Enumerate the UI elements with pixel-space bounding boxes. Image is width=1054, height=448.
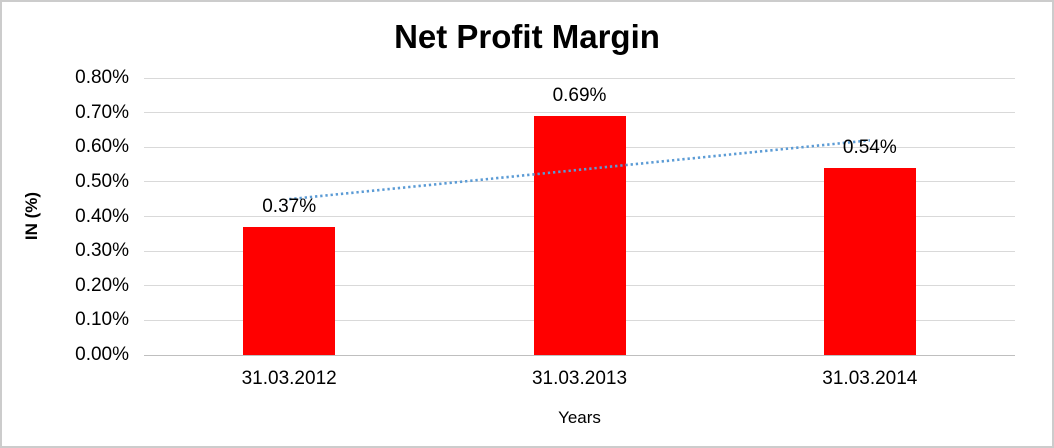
y-axis-tick-label: 0.30% bbox=[75, 240, 129, 262]
y-axis-title: IN (%) bbox=[22, 191, 41, 241]
chart-title: Net Profit Margin bbox=[394, 18, 660, 55]
y-axis-tick-label: 0.80% bbox=[75, 67, 129, 88]
bar-31.03.2012 bbox=[243, 226, 336, 355]
y-axis-tick-label: 0.50% bbox=[75, 170, 129, 192]
bar-31.03.2013 bbox=[533, 116, 626, 355]
y-axis-tick-label: 0.10% bbox=[75, 309, 129, 331]
data-label: 0.69% bbox=[552, 85, 607, 107]
gridline bbox=[144, 77, 1015, 79]
x-axis-tick-label: 31.03.2014 bbox=[822, 368, 918, 389]
x-axis-tick-label: 31.03.2013 bbox=[531, 368, 628, 389]
y-axis-tick-label: 0.20% bbox=[75, 274, 129, 296]
bar-31.03.2014 bbox=[823, 168, 916, 355]
x-axis-line bbox=[144, 354, 1015, 356]
data-label: 0.37% bbox=[262, 195, 317, 217]
gridline bbox=[144, 112, 1015, 114]
y-axis-tick-label: 0.00% bbox=[75, 344, 129, 365]
x-axis-tick-label: 31.03.2012 bbox=[241, 368, 337, 389]
x-axis-title: Years bbox=[558, 408, 601, 427]
y-axis-tick-label: 0.60% bbox=[75, 136, 129, 158]
y-axis-tick-label: 0.40% bbox=[75, 205, 129, 227]
data-label: 0.54% bbox=[842, 137, 897, 159]
y-axis-tick-label: 0.70% bbox=[75, 101, 129, 123]
